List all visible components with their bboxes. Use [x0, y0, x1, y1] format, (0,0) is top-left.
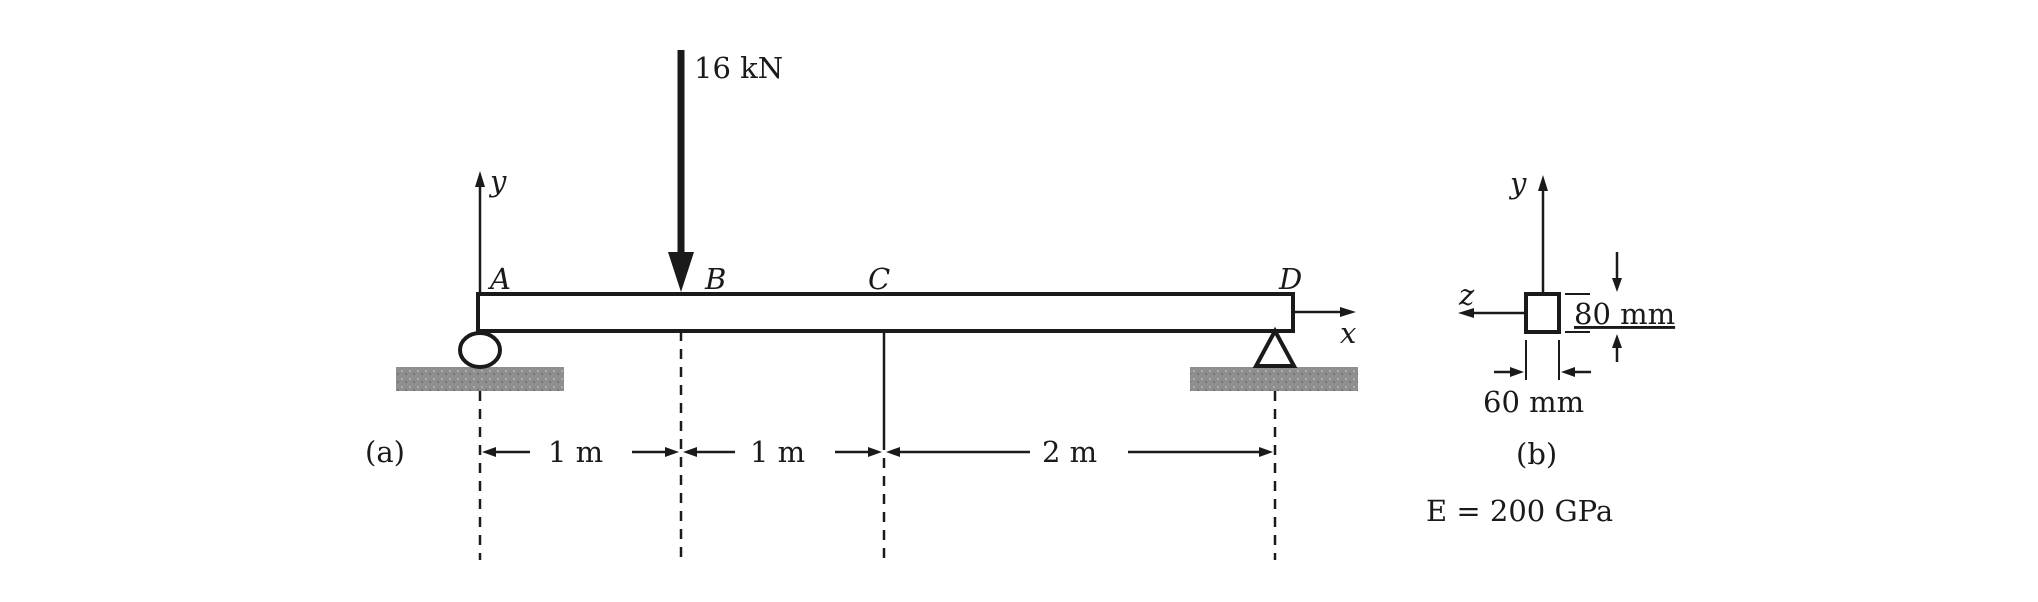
y-axis-label-a: y — [488, 164, 507, 198]
extension-lines — [478, 331, 1277, 560]
y-axis-b: y — [1508, 166, 1548, 313]
height-label: 80 mm — [1574, 297, 1675, 331]
dimension-bc: 1 m — [683, 435, 882, 469]
panel-label-a: (a) — [365, 435, 405, 469]
dimension-ab: 1 m — [482, 435, 679, 469]
point-label-b: B — [704, 262, 726, 296]
width-dimension: 60 mm — [1483, 340, 1591, 419]
ground-left — [396, 367, 564, 391]
ground-right — [1190, 367, 1358, 391]
figure-a: y x A B C D 16 kN — [365, 50, 1358, 560]
x-axis-label-a: x — [1340, 316, 1356, 350]
width-label: 60 mm — [1483, 385, 1584, 419]
height-dimension: 80 mm — [1565, 252, 1675, 362]
pin-support-d — [1252, 326, 1298, 368]
y-axis-a: y — [475, 164, 507, 294]
point-label-a: A — [487, 262, 511, 296]
span-label-cd: 2 m — [1042, 435, 1097, 469]
z-axis-label-b: z — [1458, 278, 1475, 312]
cross-section — [1524, 292, 1561, 334]
load-arrow — [668, 50, 694, 292]
point-label-c: C — [868, 262, 890, 296]
y-axis-label-b: y — [1508, 166, 1527, 200]
x-axis-a: x — [1293, 307, 1356, 350]
figure-b: y z 80 mm 60 mm — [1426, 166, 1675, 528]
load-label: 16 kN — [694, 51, 783, 85]
span-label-ab: 1 m — [548, 435, 603, 469]
span-label-bc: 1 m — [750, 435, 805, 469]
panel-label-b: (b) — [1516, 437, 1557, 471]
modulus-label: E = 200 GPa — [1426, 494, 1613, 528]
roller-support-a — [458, 331, 502, 369]
beam — [476, 292, 1295, 333]
point-label-d: D — [1278, 262, 1302, 296]
dimension-cd: 2 m — [886, 435, 1273, 469]
